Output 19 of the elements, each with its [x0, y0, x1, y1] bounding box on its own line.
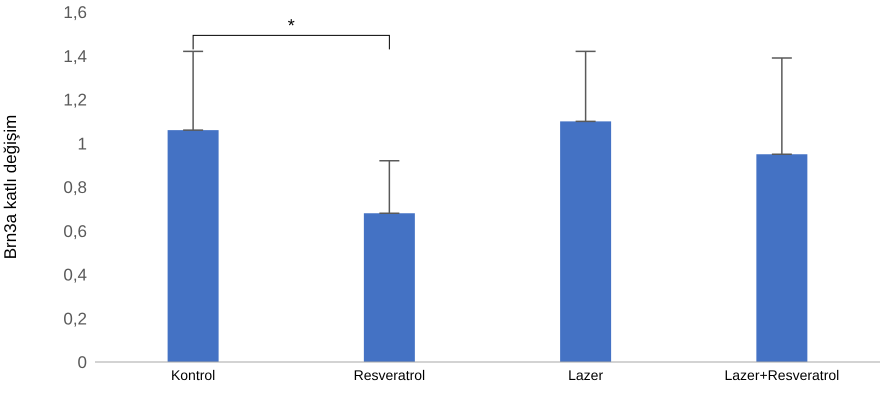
y-tick-label: 0,6 [63, 222, 87, 241]
y-tick-label: 0,8 [63, 178, 87, 198]
x-tick-label: Kontrol [170, 366, 216, 383]
bar [364, 213, 415, 362]
y-tick-label: 1,6 [63, 3, 87, 22]
y-tick-label: 0,2 [63, 309, 87, 328]
y-tick-label: 0,4 [63, 266, 87, 285]
y-tick-label: 1 [78, 134, 87, 154]
bar [168, 130, 219, 362]
bar [756, 154, 808, 362]
y-tick-label: 0 [78, 353, 87, 372]
annotation: * [288, 15, 295, 36]
bar [560, 121, 612, 362]
y-tick-label: 1,4 [63, 46, 87, 66]
x-tick-label: Lazer+Resveratrol [724, 366, 840, 383]
x-tick-label: Resveratrol [354, 366, 426, 383]
x-tick-label: Lazer [568, 366, 604, 383]
y-tick-label: 1,2 [63, 90, 87, 110]
y-axis-title: Brn3a katlı değişim [1, 114, 20, 260]
